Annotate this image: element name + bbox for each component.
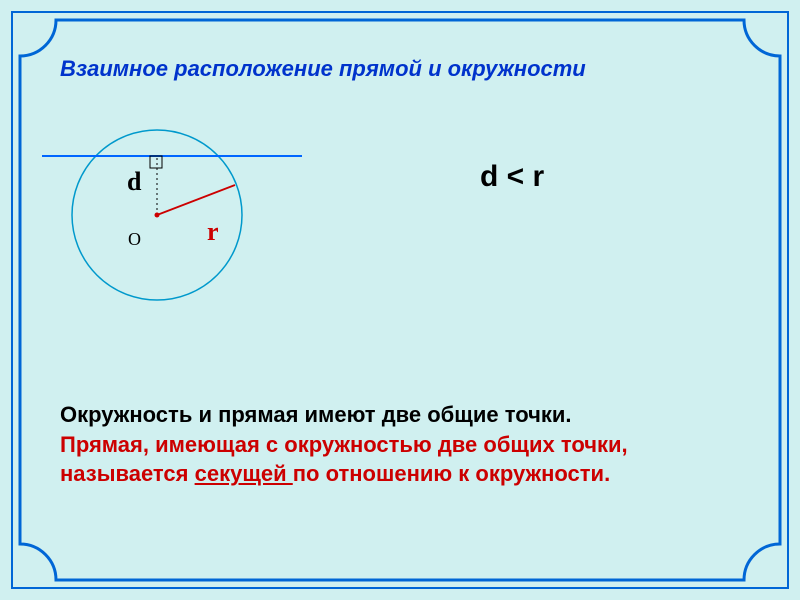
label-r: r: [207, 217, 219, 246]
label-d: d: [127, 167, 142, 196]
slide-title: Взаимное расположение прямой и окружност…: [60, 56, 586, 82]
text-line: Прямая, имеющая с окружностью две общих …: [60, 430, 628, 460]
text-line: называется секущей по отношению к окружн…: [60, 459, 628, 489]
text-line: Окружность и прямая имеют две общие точк…: [60, 400, 628, 430]
label-O: O: [128, 229, 141, 249]
slide: Взаимное расположение прямой и окружност…: [0, 0, 800, 600]
explanation-text: Окружность и прямая имеют две общие точк…: [60, 400, 628, 489]
geometry-diagram: d r O: [42, 110, 302, 330]
inequality-formula: d < r: [480, 160, 544, 194]
